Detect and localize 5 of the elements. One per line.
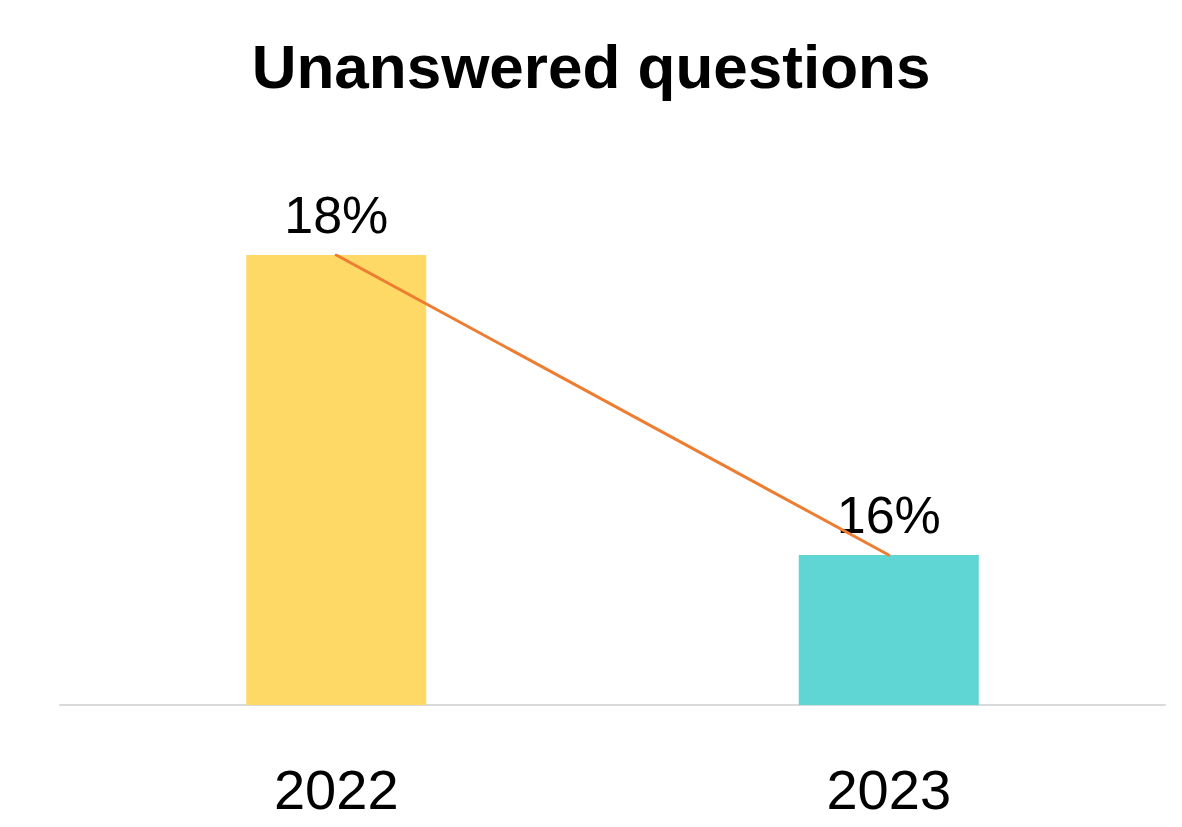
chart-title: Unanswered questions [251,31,931,101]
x-tick-label: 2023 [826,757,952,821]
data-label: 16% [836,486,941,544]
data-label: 18% [284,186,389,244]
x-tick-label: 2022 [273,757,399,821]
